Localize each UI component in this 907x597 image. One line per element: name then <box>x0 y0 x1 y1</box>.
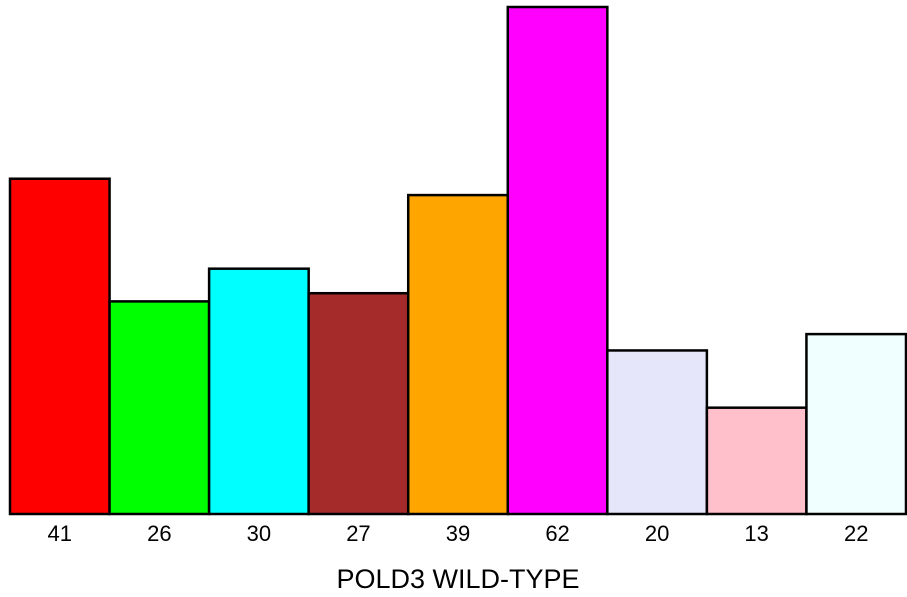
bar-26 <box>108 300 211 516</box>
x-tick-label-27: 27 <box>346 521 370 546</box>
x-tick-label-20: 20 <box>645 521 669 546</box>
bar-39 <box>406 193 510 516</box>
x-tick-label-13: 13 <box>744 521 768 546</box>
tick-labels-group: 41 26 30 27 39 62 20 13 22 <box>48 521 869 546</box>
bar-41 <box>8 177 111 516</box>
bar-62 <box>506 5 609 516</box>
x-tick-label-41: 41 <box>48 521 72 546</box>
x-tick-label-22: 22 <box>844 521 868 546</box>
x-tick-label-30: 30 <box>247 521 271 546</box>
x-tick-label-26: 26 <box>147 521 171 546</box>
bar-13 <box>705 406 808 516</box>
bars-group <box>8 5 907 516</box>
bar-22 <box>805 332 907 516</box>
x-tick-label-62: 62 <box>545 521 569 546</box>
bar-27 <box>307 291 410 516</box>
bar-30 <box>207 267 310 516</box>
x-axis-title: POLD3 WILD-TYPE <box>336 564 579 594</box>
bar-20 <box>606 349 709 516</box>
x-tick-label-39: 39 <box>446 521 470 546</box>
